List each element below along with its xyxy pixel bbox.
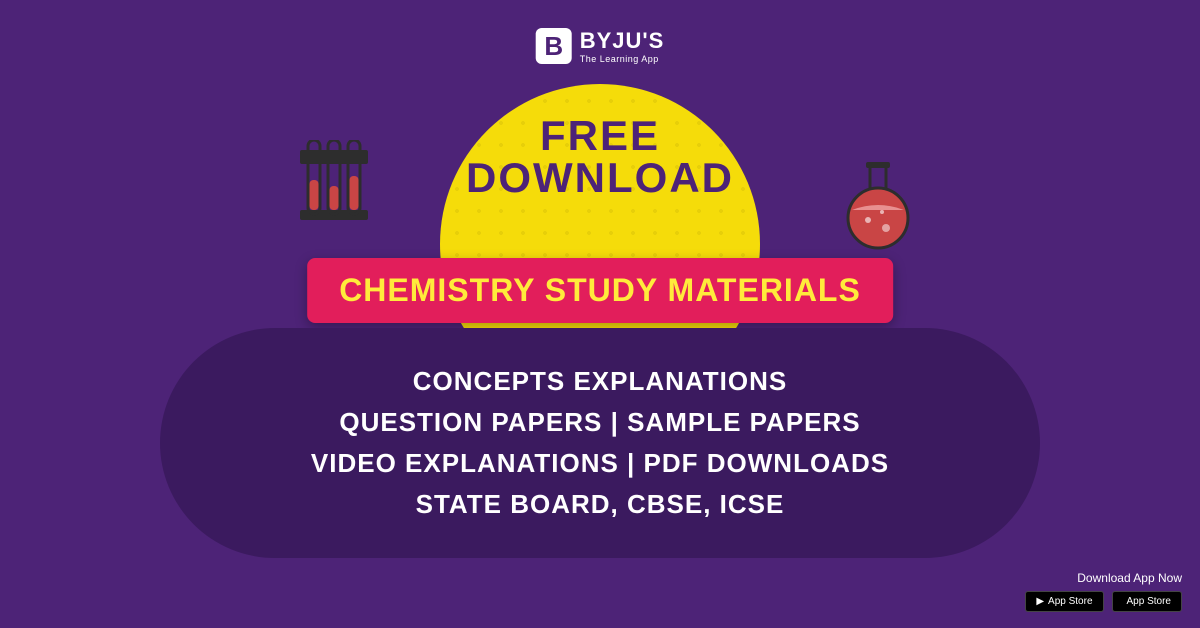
logo-text-block: BYJU'S The Learning App bbox=[580, 28, 665, 64]
logo-tagline: The Learning App bbox=[580, 54, 665, 64]
logo-icon: B bbox=[536, 28, 572, 64]
app-store-text: App Store bbox=[1127, 596, 1171, 607]
feature-line-3: VIDEO EXPLANATIONS | PDF DOWNLOADS bbox=[311, 448, 889, 479]
footer: Download App Now ▶ App Store App Store bbox=[1025, 571, 1182, 612]
store-badges: ▶ App Store App Store bbox=[1025, 591, 1182, 612]
play-icon: ▶ bbox=[1036, 596, 1044, 607]
features-oval: CONCEPTS EXPLANATIONS QUESTION PAPERS | … bbox=[160, 328, 1040, 558]
logo-brand: BYJU'S bbox=[580, 28, 665, 54]
hero-line2: DOWNLOAD bbox=[466, 154, 734, 202]
test-tubes-icon bbox=[296, 140, 374, 230]
promo-card: B BYJU'S The Learning App FREE DOWNLOAD … bbox=[0, 0, 1200, 628]
play-store-text: App Store bbox=[1048, 596, 1092, 607]
feature-line-2: QUESTION PAPERS | SAMPLE PAPERS bbox=[339, 407, 860, 438]
subject-banner: CHEMISTRY STUDY MATERIALS bbox=[307, 258, 893, 323]
logo-letter: B bbox=[544, 31, 563, 62]
download-label: Download App Now bbox=[1077, 571, 1182, 585]
feature-line-1: CONCEPTS EXPLANATIONS bbox=[413, 366, 787, 397]
app-store-badge[interactable]: App Store bbox=[1112, 591, 1182, 612]
hero-line1: FREE bbox=[540, 112, 660, 160]
flask-icon bbox=[838, 160, 918, 260]
brand-logo: B BYJU'S The Learning App bbox=[536, 28, 665, 64]
play-store-badge[interactable]: ▶ App Store bbox=[1025, 591, 1103, 612]
feature-line-4: STATE BOARD, CBSE, ICSE bbox=[416, 489, 785, 520]
